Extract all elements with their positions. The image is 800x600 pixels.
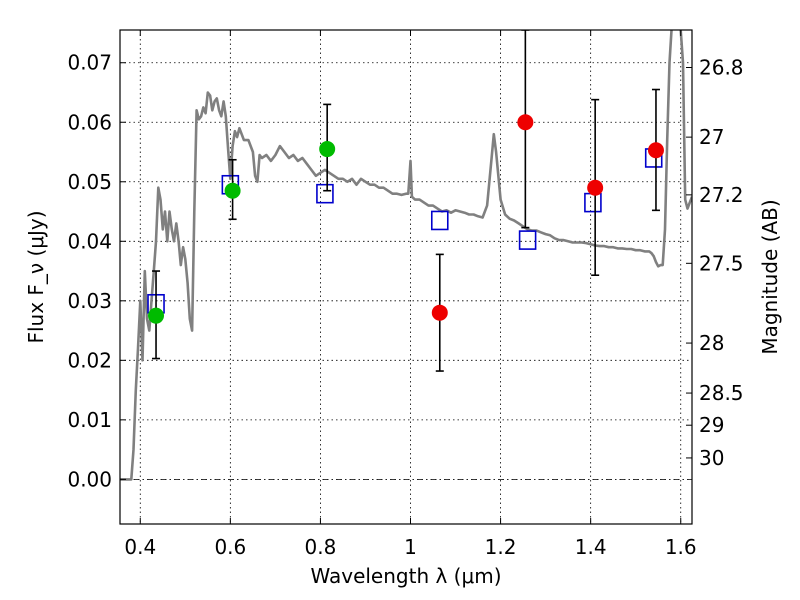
y-tick-label: 0.01 [67, 408, 112, 432]
right-tick-label: 28.5 [699, 381, 744, 405]
plot-background [120, 30, 692, 524]
data-point [148, 307, 165, 324]
x-tick-label: 0.8 [305, 535, 337, 559]
plot-frame [119, 29, 693, 525]
axis-ticks [120, 30, 692, 524]
tick-labels: 0.4 0.6 0.8 1 1.2 1.4 1.6 0.00 0.01 0.02 0.03 0.04 0… [67, 51, 743, 559]
spectrum-line [120, 30, 692, 481]
y-tick-label: 0.04 [67, 229, 112, 253]
data-point [224, 182, 241, 199]
x-axis-label: Wavelength λ (μm) [310, 564, 501, 588]
y-tick-label: 0.06 [67, 110, 112, 134]
right-tick-label: 28 [699, 331, 724, 355]
x-tick-label: 1 [404, 535, 417, 559]
y-tick-label: 0.03 [67, 289, 112, 313]
right-tick-label: 27 [699, 125, 724, 149]
model-square [430, 210, 449, 231]
model-square [518, 230, 537, 250]
y-tick-label: 0.07 [67, 51, 112, 75]
plot-area [120, 30, 692, 481]
right-axis-label: Magnitude (AB) [758, 199, 782, 354]
right-tick-label: 29 [699, 413, 724, 437]
x-tick-label: 0.6 [214, 535, 246, 559]
right-tick-label: 27.2 [699, 183, 744, 207]
x-tick-label: 1.6 [665, 535, 697, 559]
y-axis-label: Flux F_ν (μJy) [24, 210, 48, 343]
right-tick-label: 27.5 [699, 251, 744, 275]
data-point [431, 304, 448, 321]
data-point [647, 142, 664, 159]
y-tick-label: 0.00 [67, 467, 112, 491]
model-square [316, 183, 334, 204]
data-point [517, 114, 534, 131]
right-tick-label: 30 [699, 446, 724, 470]
x-tick-label: 0.4 [124, 535, 156, 559]
data-point [319, 141, 336, 158]
data-point [587, 179, 604, 196]
y-tick-label: 0.02 [67, 348, 112, 372]
y-tick-label: 0.05 [67, 170, 112, 194]
x-tick-label: 1.4 [575, 535, 607, 559]
right-tick-label: 26.8 [699, 55, 744, 79]
x-tick-label: 1.2 [485, 535, 517, 559]
